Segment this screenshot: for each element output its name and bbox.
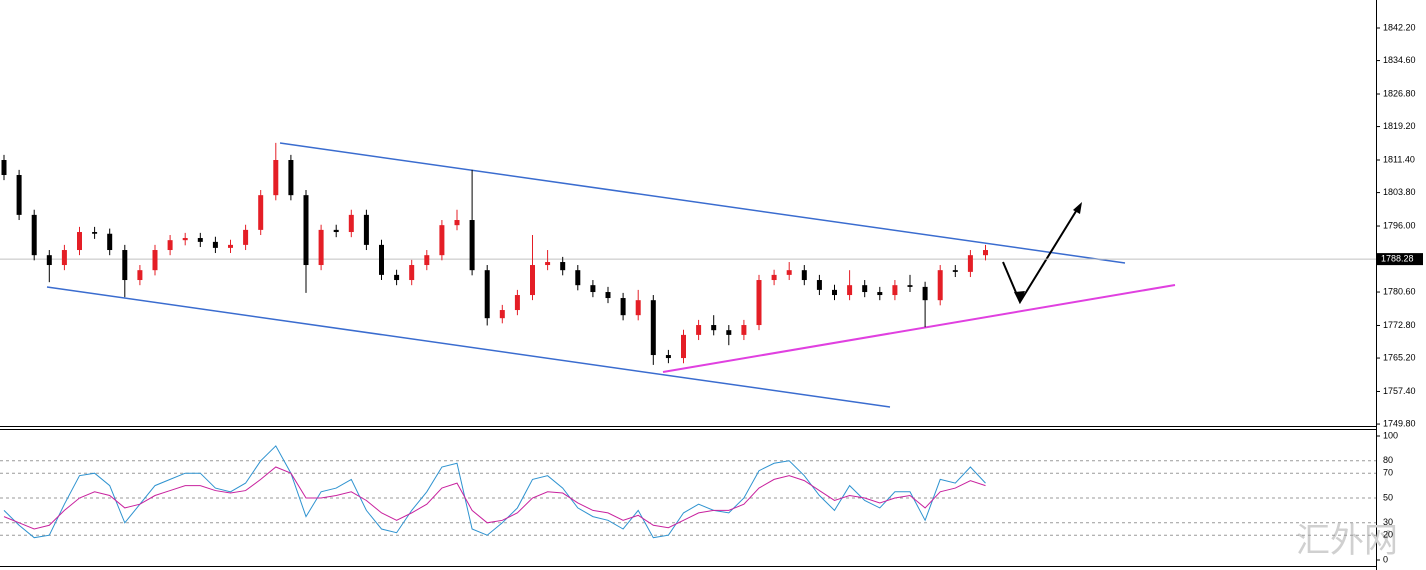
y-tick-label: 1834.60 (1383, 55, 1416, 65)
candle-body (363, 214, 369, 245)
watermark: 汇外网 (1296, 521, 1398, 561)
candle-body (514, 295, 520, 311)
candle-body (560, 262, 566, 271)
candle-body (273, 160, 279, 196)
candle-body (605, 292, 611, 299)
candle-body (243, 229, 249, 245)
candle-body (16, 175, 22, 215)
y-tick-label: 20 (1383, 530, 1393, 540)
candle-body (303, 195, 309, 266)
candle-body (907, 285, 913, 287)
candle-body (801, 270, 807, 281)
candle-body (182, 238, 188, 241)
trend-lines (46, 142, 1176, 408)
y-tick-label: 1749.80 (1383, 418, 1416, 428)
candle-body (484, 270, 490, 319)
y-tick-label: 1772.80 (1383, 320, 1416, 330)
candle-body (726, 330, 732, 335)
y-tick-label: 80 (1383, 455, 1393, 465)
candle-body (937, 270, 943, 301)
candle-body (983, 250, 988, 256)
candle-body (665, 355, 671, 359)
candle-body (635, 300, 641, 316)
candle-body (394, 274, 400, 281)
candle-body (620, 298, 626, 316)
y-tick-label: 50 (1383, 492, 1393, 502)
candle-body (212, 241, 218, 248)
candle-body (92, 232, 98, 234)
oscillator-line (3, 445, 986, 539)
arrow-head (1014, 291, 1025, 304)
y-tick-label: 30 (1383, 517, 1393, 527)
candle-body (832, 289, 837, 296)
oscillator-line (3, 466, 986, 530)
candle-body (197, 238, 203, 242)
y-tick-label: 1803.80 (1383, 187, 1416, 197)
candle-body (1, 160, 7, 176)
candle-body (152, 250, 158, 271)
candle-body (771, 274, 777, 281)
candle-body (877, 292, 883, 296)
y-tick-label: 1780.60 (1383, 286, 1416, 296)
candle-body (454, 220, 460, 226)
y-tick-label: 1765.20 (1383, 352, 1416, 362)
candle-body (681, 334, 686, 359)
candle-body (575, 270, 581, 286)
candle-body (439, 225, 445, 256)
candle-body (952, 270, 958, 272)
candle-body (741, 325, 747, 335)
candle-body (892, 285, 898, 296)
candle-body (288, 160, 294, 196)
candle-body (167, 240, 173, 251)
candle-body (650, 300, 656, 356)
candle-body (786, 270, 792, 275)
y-tick-label: 1811.40 (1383, 154, 1415, 164)
y-tick-label: 1796.00 (1383, 220, 1416, 230)
y-tick-label: 1826.80 (1383, 88, 1416, 98)
candle-body (379, 244, 384, 275)
candle-body (499, 310, 505, 319)
candle-body (61, 250, 67, 266)
candle-body (31, 214, 37, 256)
y-tick-label: 100 (1383, 430, 1398, 440)
last-price-box (1377, 253, 1423, 266)
candle-body (318, 229, 324, 266)
candle-body (348, 214, 354, 233)
last-price-label: 1788.28 (1381, 253, 1414, 263)
candle-body (258, 195, 264, 230)
candle-body (696, 325, 702, 335)
y-tick-label: 70 (1383, 468, 1393, 478)
candle-body (711, 325, 717, 331)
candle-body (409, 265, 415, 281)
candle-body (967, 255, 973, 272)
candle-body (46, 255, 52, 266)
candle-body (333, 229, 339, 233)
candle-body (469, 220, 475, 271)
y-tick-label: 1819.20 (1383, 121, 1416, 131)
candle-body (137, 270, 143, 281)
candle-body (424, 255, 430, 266)
y-tick-label: 0 (1383, 554, 1388, 564)
candle-body (122, 250, 128, 281)
candle-body (590, 285, 596, 293)
candle-body (847, 285, 853, 296)
candle-body (816, 280, 822, 290)
support-line (662, 284, 1176, 373)
candle-body (862, 285, 868, 293)
candle-body (756, 280, 762, 326)
arrow-head (1073, 202, 1082, 214)
y-tick-label: 1842.20 (1383, 22, 1416, 32)
lower-trend-line (46, 286, 891, 408)
candle-body (228, 244, 233, 248)
candle-body (107, 233, 113, 251)
candle-body (545, 262, 551, 266)
y-tick-label: 1757.40 (1383, 386, 1416, 396)
candle-body (922, 286, 928, 301)
upper-trend-line (279, 142, 1126, 264)
candle-body (530, 265, 535, 296)
candle-body (77, 232, 82, 251)
